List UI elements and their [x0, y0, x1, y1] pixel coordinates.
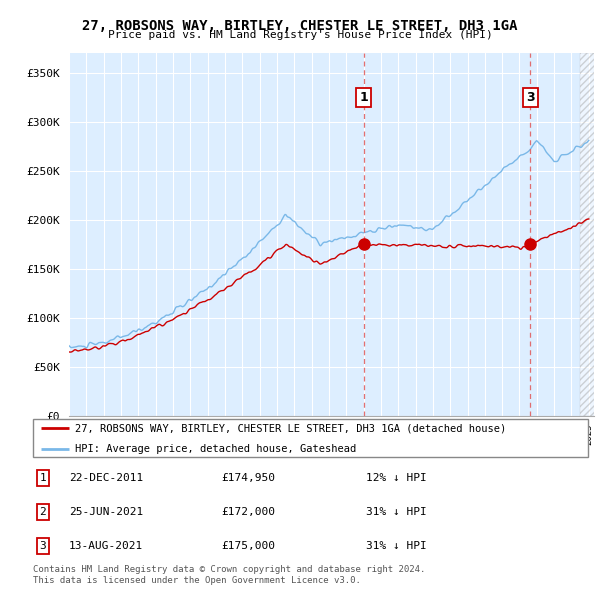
- Text: 3: 3: [40, 541, 46, 551]
- Text: HPI: Average price, detached house, Gateshead: HPI: Average price, detached house, Gate…: [74, 444, 356, 454]
- Text: 27, ROBSONS WAY, BIRTLEY, CHESTER LE STREET, DH3 1GA (detached house): 27, ROBSONS WAY, BIRTLEY, CHESTER LE STR…: [74, 424, 506, 434]
- Bar: [580, 53, 598, 416]
- Text: 2: 2: [40, 507, 46, 517]
- Text: £174,950: £174,950: [222, 473, 276, 483]
- Text: 31% ↓ HPI: 31% ↓ HPI: [366, 507, 427, 517]
- Text: 22-DEC-2011: 22-DEC-2011: [69, 473, 143, 483]
- Text: 31% ↓ HPI: 31% ↓ HPI: [366, 541, 427, 551]
- Text: 13-AUG-2021: 13-AUG-2021: [69, 541, 143, 551]
- Text: 3: 3: [526, 91, 535, 104]
- Text: 1: 1: [40, 473, 46, 483]
- Text: Contains HM Land Registry data © Crown copyright and database right 2024.: Contains HM Land Registry data © Crown c…: [33, 565, 425, 574]
- Text: 27, ROBSONS WAY, BIRTLEY, CHESTER LE STREET, DH3 1GA: 27, ROBSONS WAY, BIRTLEY, CHESTER LE STR…: [82, 19, 518, 33]
- Text: £172,000: £172,000: [222, 507, 276, 517]
- Text: 1: 1: [359, 91, 368, 104]
- Text: 12% ↓ HPI: 12% ↓ HPI: [366, 473, 427, 483]
- Text: £175,000: £175,000: [222, 541, 276, 551]
- Text: Price paid vs. HM Land Registry's House Price Index (HPI): Price paid vs. HM Land Registry's House …: [107, 30, 493, 40]
- Text: This data is licensed under the Open Government Licence v3.0.: This data is licensed under the Open Gov…: [33, 576, 361, 585]
- Text: 25-JUN-2021: 25-JUN-2021: [69, 507, 143, 517]
